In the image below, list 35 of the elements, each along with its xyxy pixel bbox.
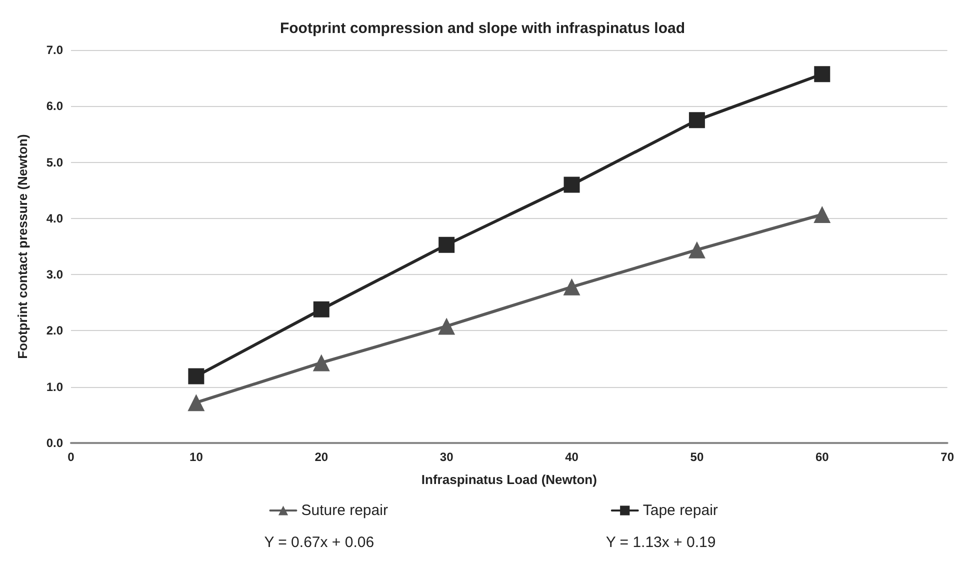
point <box>814 206 831 223</box>
x-tick-label: 50 <box>690 450 704 464</box>
legend-label: Suture repair <box>301 502 388 519</box>
y-tick-label: 0.0 <box>46 436 64 450</box>
point <box>313 301 330 318</box>
point <box>564 176 580 193</box>
point <box>188 368 204 384</box>
point <box>688 112 705 128</box>
point <box>312 354 330 372</box>
x-axis-title: Infraspinatus Load (Newton) <box>421 472 597 487</box>
y-tick-label: 4.0 <box>46 211 64 226</box>
point <box>688 241 706 258</box>
x-tick-label: 20 <box>314 450 328 464</box>
text: Y = 1.13x + 0.19 <box>606 534 716 551</box>
y-tick-label: 3.0 <box>46 268 64 282</box>
text: Y = 0.67x + 0.06 <box>264 534 374 551</box>
x-tick-label: 70 <box>940 450 954 464</box>
x-tick-label: 10 <box>190 450 204 464</box>
y-tick-label: 1.0 <box>46 380 64 394</box>
y-axis-title: Footprint contact pressure (Newton) <box>15 134 30 359</box>
x-tick-label: 0 <box>68 450 75 464</box>
y-tick-label: 7.0 <box>46 43 64 57</box>
x-tick-label: 60 <box>815 450 830 464</box>
point <box>814 66 830 82</box>
point <box>188 394 205 412</box>
x-tick-label: 40 <box>565 450 579 464</box>
y-tick-label: 2.0 <box>46 324 64 338</box>
y-tick-label: 6.0 <box>46 99 64 114</box>
chart-title: Footprint compression and slope with infraspinatus load <box>280 20 686 37</box>
legend-label: Tape repair <box>642 502 718 519</box>
point <box>563 278 580 296</box>
x-tick-label: 30 <box>440 450 454 464</box>
point <box>438 318 456 335</box>
point <box>438 236 455 253</box>
y-tick-label: 5.0 <box>46 155 64 170</box>
